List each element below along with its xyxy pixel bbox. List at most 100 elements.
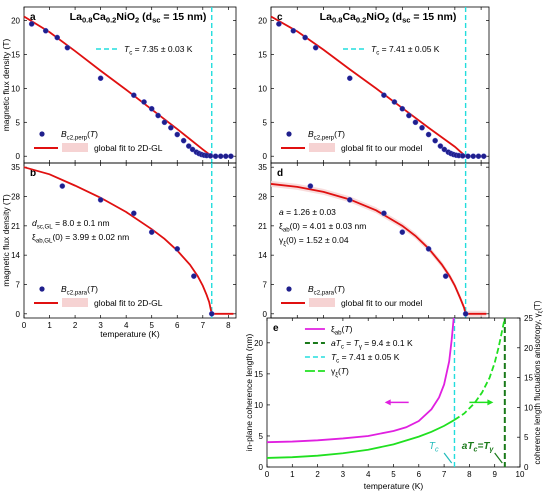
x-tick-label: 0 (22, 321, 27, 330)
legend-fit: global fit to 2D-GL (94, 143, 163, 153)
x-tick-label: 1 (290, 470, 295, 479)
x-tick-label: 4 (124, 321, 129, 330)
data-point (346, 75, 353, 82)
data-point (185, 143, 192, 149)
y-tick-label: 0 (259, 463, 264, 472)
panel-title: La0.8Ca0.2NiO2 (dsc = 15 nm) (320, 11, 457, 25)
y-right-tick-label: 5 (524, 433, 529, 442)
x-tick-label: 4 (366, 470, 371, 479)
data-point (441, 146, 448, 153)
data-point (480, 153, 487, 160)
y-tick-label: 5 (263, 118, 268, 127)
y-tick-label: 7 (16, 280, 21, 289)
data-point (59, 183, 66, 189)
y-tick-label: 14 (258, 251, 267, 260)
y-tick-label: 21 (258, 222, 267, 231)
y-tick-label: 7 (263, 280, 268, 289)
fit-parameter: dsc,GL = 8.0 ± 0.1 nm (32, 218, 110, 231)
y-tick-label: 15 (258, 50, 267, 59)
data-point (28, 21, 35, 27)
legend-band (309, 143, 335, 152)
y-tick-label: 0 (16, 152, 21, 161)
data-point (307, 183, 314, 189)
panel-frame (270, 6, 490, 164)
data-point (141, 99, 147, 105)
data-point (276, 21, 282, 27)
series-line (266, 317, 455, 444)
panel-d: 0 7 14 21 28 35 d a = 1.26 ± 0.03 ξab(0) = 4.01 … (258, 162, 490, 319)
data-point (346, 197, 353, 203)
panel-a: 0 5 10 15 20 a magnetic flux density (T) La0.8C… (1, 6, 237, 164)
fit-parameter: ξab(0) = 4.01 ± 0.03 nm (279, 221, 366, 234)
data-point (399, 229, 406, 235)
x-tick-label: 2 (315, 470, 320, 479)
y-tick-label: 15 (254, 370, 263, 379)
arrow-right-head (487, 399, 494, 406)
x-axis-label: temperature (K) (100, 329, 160, 339)
panel-title: La0.8Ca0.2NiO2 (dsc = 15 nm) (70, 11, 207, 25)
data-point (462, 311, 469, 317)
data-point (217, 153, 224, 160)
data-point (381, 210, 387, 217)
y-tick-label: 10 (254, 401, 263, 410)
legend-fit: global fit to our model (341, 143, 422, 153)
data-point (97, 75, 104, 82)
arrow-left-head (384, 399, 391, 406)
legend-marker (39, 286, 45, 292)
fit-band (271, 180, 487, 317)
annotation-tgamma-arrow (494, 452, 503, 464)
data-point (161, 119, 168, 126)
y-axis-label: magnetic flux density (T) (1, 39, 11, 132)
legend-marker (286, 131, 292, 137)
y-right-tick-label: 10 (524, 403, 533, 412)
data-point (419, 124, 425, 131)
data-point (425, 131, 432, 138)
x-tick-label: 0 (265, 470, 270, 479)
y-tick-label: 15 (11, 50, 20, 59)
data-point (97, 197, 104, 203)
data-point (180, 137, 187, 144)
y-tick-label: 35 (11, 163, 20, 172)
panel-b: 0 1 2 3 4 5 6 7 8 0 7 14 21 28 35 b magnetic flux densit… (1, 162, 237, 330)
x-tick-label: 7 (442, 470, 447, 479)
data-point (437, 143, 444, 149)
data-point (42, 27, 49, 34)
data-point (64, 44, 71, 51)
y-right-tick-label: 15 (524, 374, 533, 383)
series-line (266, 419, 455, 459)
data-point (191, 273, 197, 279)
fit-parameter: a = 1.26 ± 0.03 (279, 207, 336, 217)
legend-xi: ξab(T) (331, 324, 353, 337)
y-tick-label: 0 (263, 310, 268, 319)
legend-marker (39, 131, 45, 137)
panel-letter: a (30, 12, 36, 23)
data-point (399, 105, 406, 112)
y-tick-label: 21 (11, 222, 20, 231)
data-point (54, 34, 61, 41)
x-tick-label: 5 (149, 321, 154, 330)
annotation-tc-arrow (443, 452, 453, 464)
legend-band (62, 143, 88, 152)
legend-fit: global fit to 2D-GL (94, 298, 163, 308)
y-tick-label: 10 (258, 84, 267, 93)
series-line (453, 317, 506, 421)
data-point (312, 44, 319, 51)
data-point (148, 229, 155, 235)
y-tick-label: 0 (263, 152, 268, 161)
y-axis-label: magnetic flux density (T) (1, 194, 11, 287)
panel-letter: b (30, 168, 36, 179)
data-point (290, 27, 297, 34)
data-point (475, 153, 482, 160)
x-tick-label: 10 (516, 470, 525, 479)
data-point (391, 99, 398, 105)
data-point (155, 112, 161, 119)
x-tick-label: 3 (98, 321, 103, 330)
data-point (228, 153, 234, 160)
legend-fit: global fit to our model (341, 298, 422, 308)
data-point (465, 153, 471, 160)
data-point (174, 246, 181, 252)
x-tick-label: 6 (417, 470, 422, 479)
data-point (131, 92, 137, 98)
y-tick-label: 35 (258, 163, 267, 172)
